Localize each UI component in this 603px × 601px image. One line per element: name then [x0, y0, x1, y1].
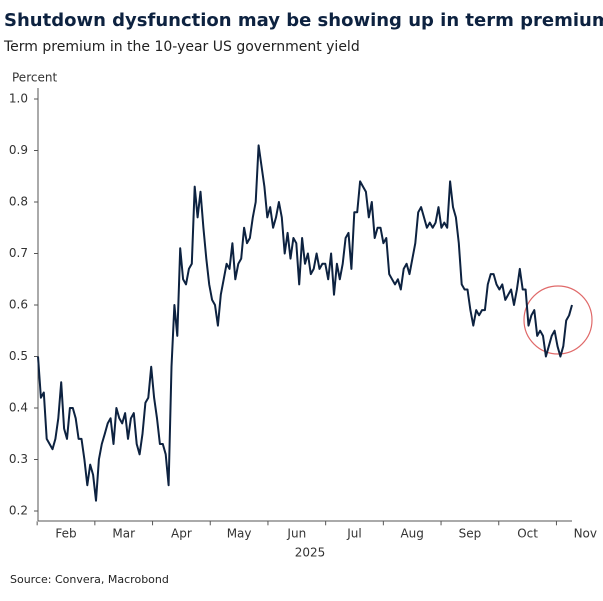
- y-tick-label: 0.3: [9, 452, 28, 466]
- x-tick-label: Mar: [112, 527, 135, 541]
- x-tick-label: Nov: [574, 527, 597, 541]
- highlight-circle: [523, 285, 593, 355]
- y-tick-label: 0.7: [9, 246, 28, 260]
- x-tick-label: Apr: [171, 527, 192, 541]
- x-year-label: 2025: [295, 546, 326, 560]
- x-tick-label: Aug: [400, 527, 423, 541]
- y-tick-label: 0.5: [9, 349, 28, 363]
- chart-title: Shutdown dysfunction may be showing up i…: [4, 10, 603, 31]
- chart-subtitle: Term premium in the 10-year US governmen…: [3, 39, 360, 55]
- x-tick-label: May: [227, 527, 252, 541]
- y-axis-label: Percent: [12, 71, 57, 85]
- y-tick-label: 0.8: [9, 195, 28, 209]
- y-tick-label: 0.6: [9, 298, 28, 312]
- y-tick-label: 0.2: [9, 504, 28, 518]
- y-tick-label: 1.0: [9, 92, 28, 106]
- x-tick-label: Sep: [459, 527, 482, 541]
- y-tick-label: 0.9: [9, 143, 28, 157]
- x-tick-label: Jul: [346, 527, 361, 541]
- x-tick-label: Feb: [55, 527, 76, 541]
- data-line: [37, 144, 573, 502]
- x-tick-label: Jun: [286, 527, 306, 541]
- y-tick-label: 0.4: [9, 401, 28, 415]
- x-tick-label: Oct: [517, 527, 538, 541]
- source: Source: Convera, Macrobond: [10, 573, 169, 586]
